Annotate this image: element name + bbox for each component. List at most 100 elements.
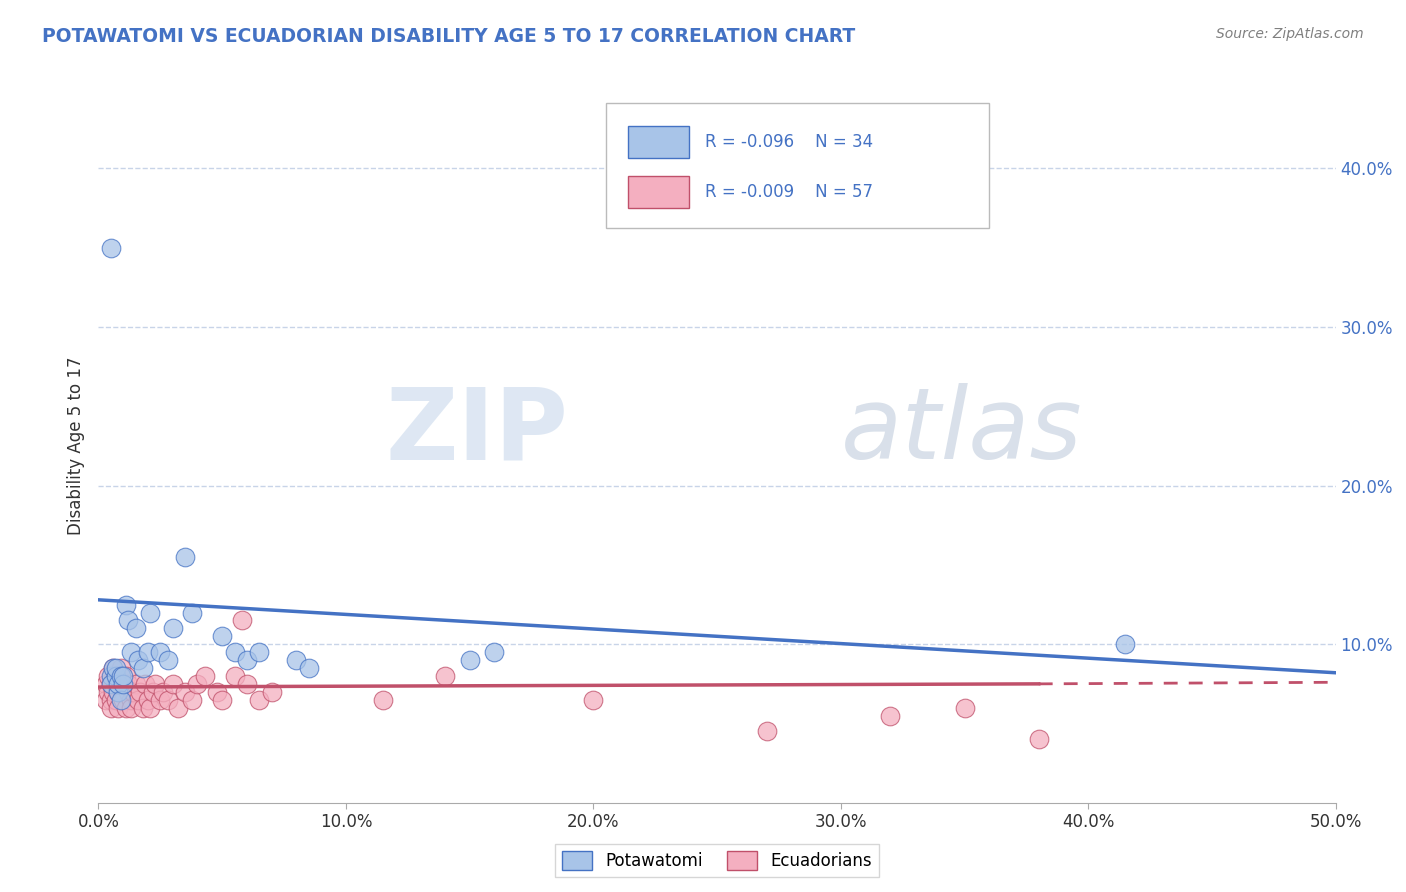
- Point: [211, 629, 233, 643]
- Point: [110, 661, 132, 675]
- Point: [1028, 732, 1050, 747]
- Point: [285, 653, 308, 667]
- Point: [149, 645, 172, 659]
- Point: [127, 692, 149, 706]
- Point: [110, 692, 132, 706]
- Point: [117, 614, 139, 628]
- Point: [143, 677, 166, 691]
- Point: [100, 241, 122, 255]
- Point: [298, 661, 321, 675]
- Point: [132, 700, 155, 714]
- Y-axis label: Disability Age 5 to 17: Disability Age 5 to 17: [66, 357, 84, 535]
- Point: [136, 692, 159, 706]
- Point: [120, 692, 142, 706]
- Point: [132, 661, 155, 675]
- Point: [97, 685, 120, 699]
- Point: [371, 692, 394, 706]
- Point: [205, 685, 228, 699]
- Point: [124, 621, 146, 635]
- Point: [104, 677, 127, 691]
- Point: [231, 614, 253, 628]
- Point: [104, 669, 127, 683]
- Text: POTAWATOMI VS ECUADORIAN DISABILITY AGE 5 TO 17 CORRELATION CHART: POTAWATOMI VS ECUADORIAN DISABILITY AGE …: [42, 27, 855, 45]
- Point: [181, 692, 204, 706]
- Point: [100, 700, 122, 714]
- Point: [112, 692, 135, 706]
- Text: Source: ZipAtlas.com: Source: ZipAtlas.com: [1216, 27, 1364, 41]
- Point: [162, 621, 184, 635]
- Point: [114, 700, 136, 714]
- Point: [122, 685, 145, 699]
- Point: [103, 661, 125, 675]
- Point: [107, 677, 129, 691]
- Point: [433, 669, 456, 683]
- Point: [162, 677, 184, 691]
- Point: [156, 692, 179, 706]
- Point: [211, 692, 233, 706]
- Point: [112, 669, 135, 683]
- Point: [149, 692, 172, 706]
- Point: [142, 685, 165, 699]
- Point: [104, 669, 127, 683]
- Point: [484, 645, 506, 659]
- Text: R = -0.096    N = 34: R = -0.096 N = 34: [704, 133, 873, 151]
- Point: [110, 669, 132, 683]
- Point: [104, 692, 127, 706]
- Point: [117, 685, 139, 699]
- Point: [100, 669, 122, 683]
- Point: [100, 677, 122, 691]
- Point: [100, 692, 122, 706]
- Text: atlas: atlas: [841, 384, 1083, 480]
- Point: [103, 685, 125, 699]
- Point: [97, 669, 120, 683]
- Point: [224, 669, 246, 683]
- Point: [107, 685, 129, 699]
- Point: [186, 677, 208, 691]
- Legend: Potawatomi, Ecuadorians: Potawatomi, Ecuadorians: [555, 844, 879, 877]
- Point: [224, 645, 246, 659]
- Point: [755, 724, 778, 739]
- Point: [94, 677, 117, 691]
- Point: [166, 700, 188, 714]
- Point: [236, 653, 259, 667]
- Point: [124, 677, 146, 691]
- Point: [110, 677, 132, 691]
- Point: [127, 653, 149, 667]
- Point: [120, 700, 142, 714]
- Point: [174, 685, 197, 699]
- Point: [112, 685, 135, 699]
- Point: [120, 645, 142, 659]
- Point: [139, 606, 162, 620]
- FancyBboxPatch shape: [606, 103, 990, 228]
- Point: [458, 653, 481, 667]
- Point: [247, 692, 270, 706]
- FancyBboxPatch shape: [628, 126, 689, 159]
- Point: [236, 677, 259, 691]
- Point: [260, 685, 283, 699]
- Point: [100, 677, 122, 691]
- Text: ZIP: ZIP: [385, 384, 568, 480]
- Text: R = -0.009    N = 57: R = -0.009 N = 57: [704, 183, 873, 201]
- Point: [174, 549, 197, 564]
- Point: [879, 708, 901, 723]
- Point: [136, 645, 159, 659]
- Point: [107, 685, 129, 699]
- Point: [582, 692, 605, 706]
- Point: [156, 653, 179, 667]
- Point: [194, 669, 217, 683]
- Point: [94, 692, 117, 706]
- Point: [112, 677, 135, 691]
- Point: [114, 598, 136, 612]
- Point: [107, 700, 129, 714]
- Point: [103, 661, 125, 675]
- Point: [117, 677, 139, 691]
- Point: [114, 669, 136, 683]
- Point: [181, 606, 204, 620]
- Point: [1114, 637, 1136, 651]
- Point: [247, 645, 270, 659]
- Point: [139, 700, 162, 714]
- Point: [104, 661, 127, 675]
- Point: [152, 685, 174, 699]
- FancyBboxPatch shape: [628, 176, 689, 209]
- Point: [129, 685, 152, 699]
